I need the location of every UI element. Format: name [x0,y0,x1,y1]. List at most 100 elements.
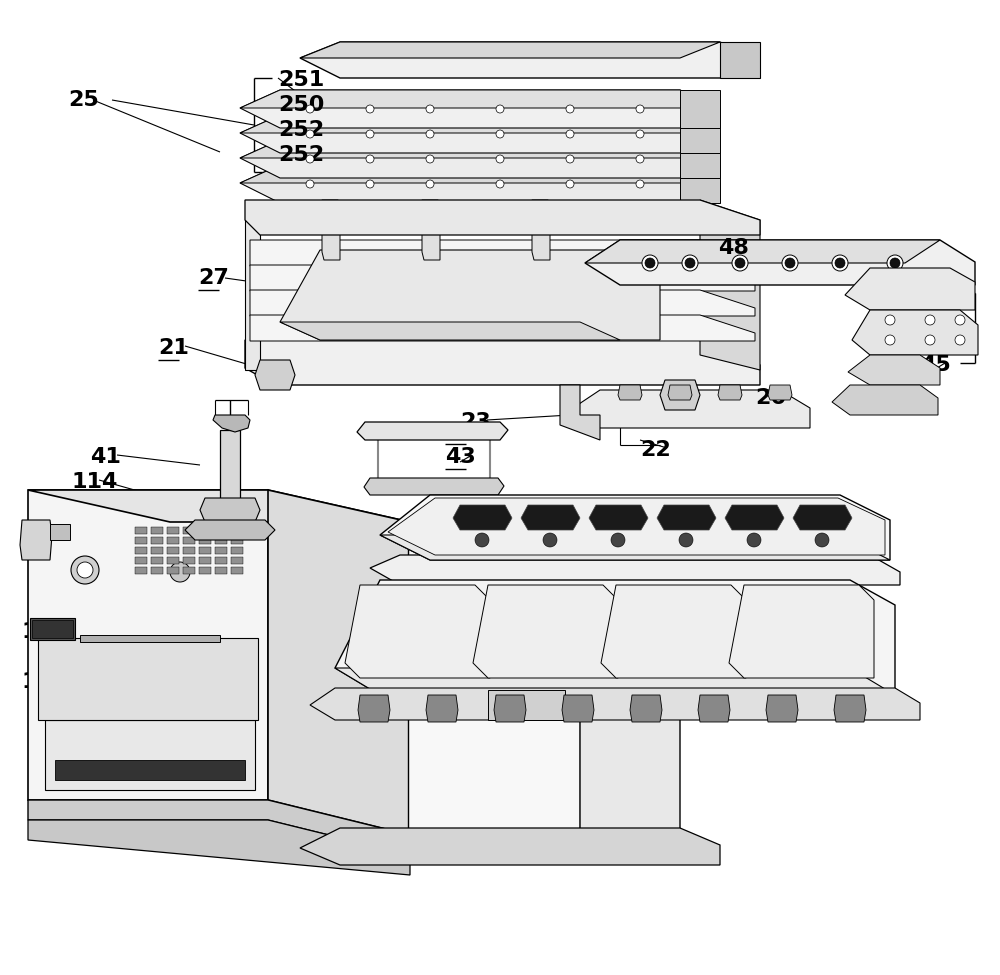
Polygon shape [185,520,275,540]
Text: 252: 252 [278,145,324,165]
Polygon shape [50,524,70,540]
Polygon shape [213,415,250,432]
Polygon shape [28,820,410,875]
Circle shape [642,255,658,271]
Polygon shape [280,250,660,340]
Circle shape [695,47,705,57]
Polygon shape [250,265,755,291]
Text: 250: 250 [278,95,324,115]
Circle shape [566,155,574,163]
Bar [183,567,195,574]
Circle shape [925,335,935,345]
Circle shape [832,255,848,271]
Circle shape [636,155,644,163]
Polygon shape [668,385,692,400]
Bar [135,537,147,544]
Circle shape [366,130,374,138]
Polygon shape [848,355,940,385]
Text: 41: 41 [920,330,951,350]
Circle shape [306,180,314,188]
Polygon shape [240,115,720,133]
Circle shape [426,130,434,138]
Polygon shape [250,240,755,266]
Bar [167,547,179,554]
Circle shape [782,255,798,271]
Bar [199,527,211,534]
Polygon shape [729,585,874,678]
Polygon shape [834,695,866,722]
Bar [231,557,243,564]
Polygon shape [793,505,852,530]
Polygon shape [422,200,440,260]
Polygon shape [680,115,720,153]
Polygon shape [80,635,220,642]
Bar [183,547,195,554]
Text: 48: 48 [718,238,749,258]
Polygon shape [250,315,755,341]
Circle shape [543,533,557,547]
Circle shape [636,180,644,188]
Polygon shape [335,580,895,695]
Polygon shape [532,200,550,260]
Bar [231,527,243,534]
Polygon shape [364,478,504,495]
Polygon shape [718,385,742,400]
Circle shape [955,315,965,325]
Polygon shape [240,165,720,183]
Bar [215,567,227,574]
Polygon shape [245,200,760,235]
Bar [183,537,195,544]
Polygon shape [560,385,600,440]
Circle shape [645,258,655,268]
Polygon shape [453,505,512,530]
Text: 27: 27 [198,268,229,288]
Polygon shape [335,668,895,695]
Bar [231,547,243,554]
Circle shape [306,130,314,138]
Bar [215,527,227,534]
Circle shape [375,47,385,57]
Polygon shape [388,498,885,555]
Circle shape [890,258,900,268]
Polygon shape [521,505,580,530]
Polygon shape [380,535,890,560]
Circle shape [732,255,748,271]
Bar [167,527,179,534]
Bar [135,557,147,564]
Bar [183,557,195,564]
Polygon shape [220,430,240,500]
Bar [167,537,179,544]
Polygon shape [408,522,580,838]
Circle shape [785,258,795,268]
Bar [151,547,163,554]
Text: 45: 45 [920,355,951,375]
Circle shape [679,533,693,547]
Polygon shape [725,505,784,530]
Bar [151,567,163,574]
Bar [199,557,211,564]
Polygon shape [700,200,760,370]
Text: 320: 320 [538,678,584,698]
Text: 251: 251 [278,70,324,90]
Text: 34: 34 [772,625,803,645]
Text: 26: 26 [755,388,786,408]
Polygon shape [698,695,730,722]
Polygon shape [240,115,720,153]
Polygon shape [245,340,760,385]
Polygon shape [768,385,792,400]
Polygon shape [200,498,260,522]
Polygon shape [245,200,260,370]
Bar [135,567,147,574]
Bar [167,557,179,564]
Polygon shape [358,695,390,722]
Polygon shape [852,310,978,355]
Circle shape [475,533,489,547]
Polygon shape [766,695,798,722]
Polygon shape [250,290,755,316]
Bar [151,537,163,544]
Circle shape [636,130,644,138]
Bar [151,557,163,564]
Bar [135,547,147,554]
Polygon shape [345,585,490,678]
Bar [199,547,211,554]
